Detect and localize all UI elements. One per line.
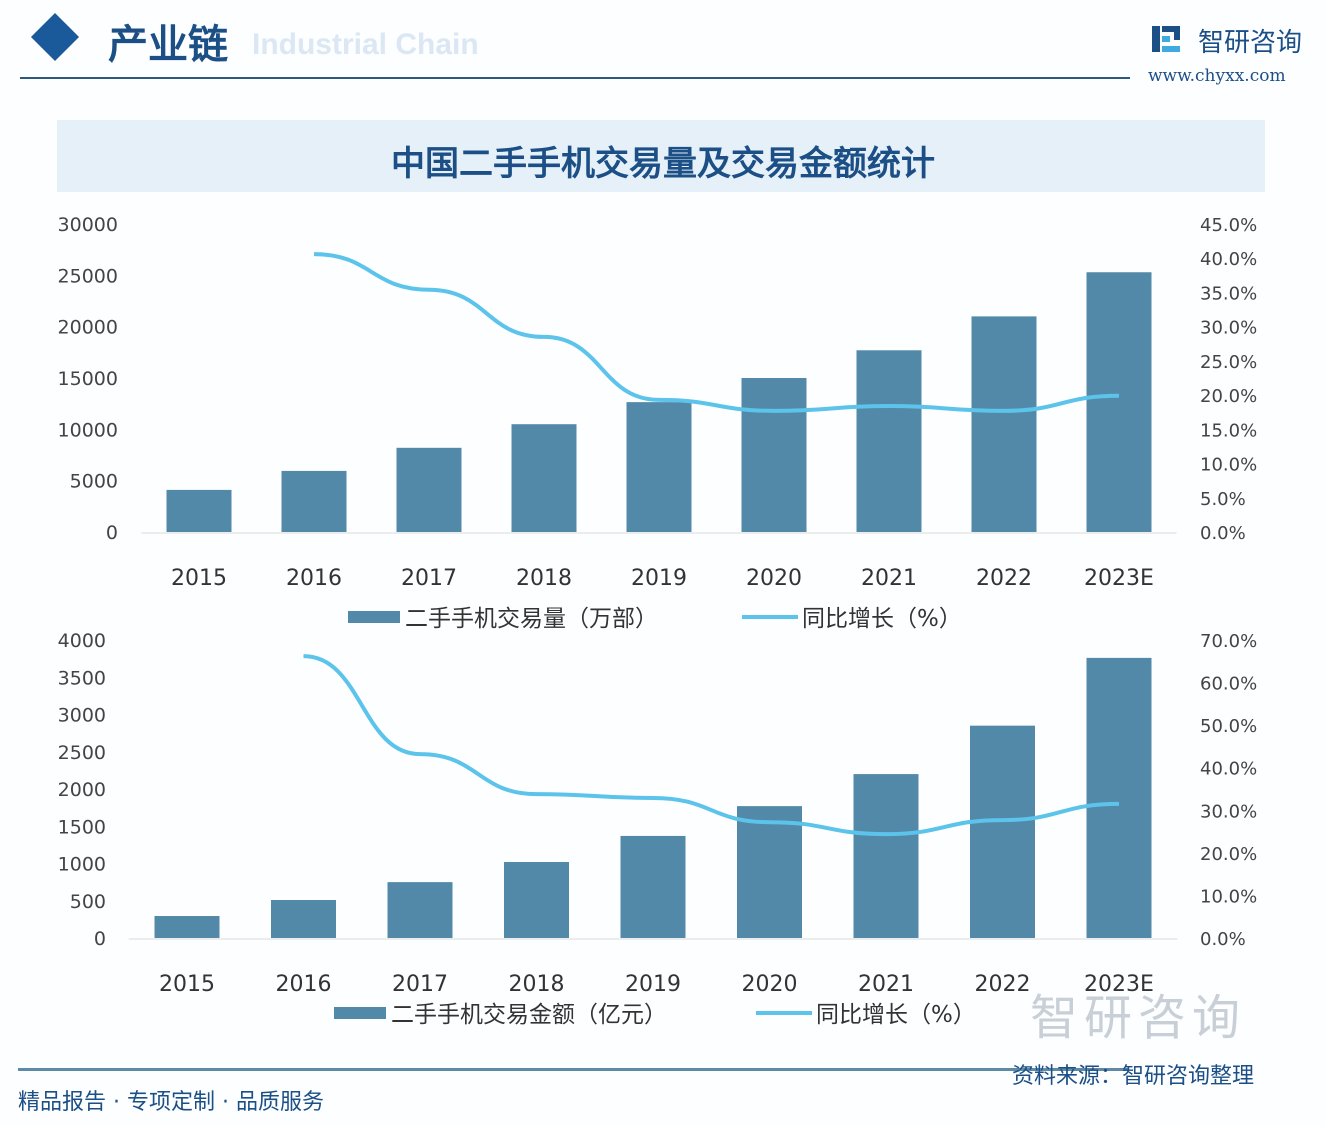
right-axis-tick-label: 10.0% [1200,886,1257,907]
chart-title: 中国二手手机交易量及交易金额统计 [391,144,935,184]
section-title: 产业链 [108,22,228,68]
x-axis-tick-label: 2021 [858,972,914,997]
left-axis-tick-label: 25000 [58,265,118,287]
bar-2017 [396,447,462,532]
legend-bar-swatch [348,611,400,623]
right-axis-tick-label: 50.0% [1200,716,1257,737]
header-divider [20,77,1130,79]
x-axis-tick-label: 2023E [1084,972,1154,997]
bar-2015 [166,489,232,532]
left-axis-tick-label: 10000 [58,419,118,441]
right-axis-tick-label: 10.0% [1200,455,1257,476]
right-axis-tick-label: 30.0% [1200,318,1257,339]
right-axis-tick-label: 20.0% [1200,386,1257,407]
chart-2: 0 500 1000 1500 2000 2500 3000 3500 4000 0.0% 10.0… [58,630,1258,1028]
left-axis-tick-label: 0 [106,522,118,544]
left-axis-tick-label: 4000 [58,630,106,652]
bar-2020 [737,806,802,938]
right-axis-tick-label: 40.0% [1200,759,1257,780]
bar-2015 [154,916,220,938]
title-band [57,120,1265,192]
x-axis-tick-label: 2018 [509,972,565,997]
bar-2023E [1086,272,1152,532]
growth-line [313,252,1120,413]
right-axis-tick-label: 5.0% [1200,489,1246,510]
bar-2016 [271,900,336,938]
right-axis-tick-label: 0.0% [1200,929,1246,950]
left-axis-tick-label: 3500 [58,667,106,689]
right-axis-tick-label: 45.0% [1200,215,1257,236]
right-axis-tick-label: 35.0% [1200,283,1257,304]
bar-2022 [970,725,1035,938]
x-axis-tick-label: 2017 [401,566,457,591]
left-axis-tick-label: 20000 [58,317,118,339]
right-axis-tick-label: 30.0% [1200,801,1257,822]
left-axis-tick-label: 2500 [58,742,106,764]
bar-2018 [511,424,577,532]
right-axis-tick-label: 70.0% [1200,631,1257,652]
x-axis-tick-label: 2015 [159,972,215,997]
left-axis-tick-label: 15000 [58,368,118,390]
bar-2022 [971,316,1037,532]
x-axis-tick-label: 2022 [975,972,1031,997]
right-axis-tick-label: 20.0% [1200,844,1257,865]
x-axis-tick-label: 2020 [742,972,798,997]
left-axis-tick-label: 1500 [58,816,106,838]
right-axis-tick-label: 40.0% [1200,249,1257,270]
brand-url: www.chyxx.com [1148,66,1286,86]
left-axis-tick-label: 500 [70,891,106,913]
bar-2021 [856,350,922,532]
bar-2018 [504,862,569,938]
x-axis-tick-label: 2017 [392,972,448,997]
left-axis-tick-label: 30000 [58,214,118,236]
x-axis-tick-label: 2022 [976,566,1032,591]
brand-logo-icon [1152,26,1180,52]
left-axis-tick-label: 2000 [58,779,106,801]
x-axis-tick-label: 2020 [746,566,802,591]
x-axis-tick-label: 2019 [631,566,687,591]
legend-line-label: 同比增长（%） [802,606,962,632]
legend-bar-swatch [334,1007,386,1019]
bar-2021 [853,774,919,938]
bar-2016 [281,470,347,532]
right-axis-tick-label: 25.0% [1200,352,1257,373]
source-note: 资料来源：智研咨询整理 [1012,1064,1255,1089]
x-axis-tick-label: 2015 [171,566,227,591]
legend-bar-label: 二手手机交易量（万部） [405,606,658,632]
bar-2019 [620,835,686,938]
x-axis-tick-label: 2021 [861,566,917,591]
footer-divider [18,1068,1128,1071]
right-axis-tick-label: 60.0% [1200,674,1257,695]
legend-line-label: 同比增长（%） [816,1002,976,1028]
watermark-text: 智研咨询 [1030,990,1247,1046]
section-subtitle-en: Industrial Chain [252,28,479,61]
left-axis-tick-label: 5000 [70,471,118,493]
x-axis-tick-label: 2016 [276,972,332,997]
x-axis-tick-label: 2018 [516,566,572,591]
legend-bar-label: 二手手机交易金额（亿元） [391,1002,667,1028]
x-axis-tick-label: 2016 [286,566,342,591]
right-axis-tick-label: 15.0% [1200,420,1257,441]
brand-name: 智研咨询 [1198,28,1303,58]
right-axis-tick-label: 0.0% [1200,523,1246,544]
footer-slogan: 精品报告 · 专项定制 · 品质服务 [18,1090,324,1115]
chart-1: 0 5000 10000 15000 20000 25000 30000 0.0% 5.0% 10… [58,214,1258,632]
x-axis-tick-label: 2023E [1084,566,1154,591]
left-axis-tick-label: 0 [94,928,106,950]
bar-2019 [626,402,692,532]
x-axis-tick-label: 2019 [625,972,681,997]
bar-2020 [741,378,807,532]
left-axis-tick-label: 3000 [58,705,106,727]
bar-2017 [387,882,453,938]
left-axis-tick-label: 1000 [58,854,106,876]
bar-2023E [1086,657,1152,938]
